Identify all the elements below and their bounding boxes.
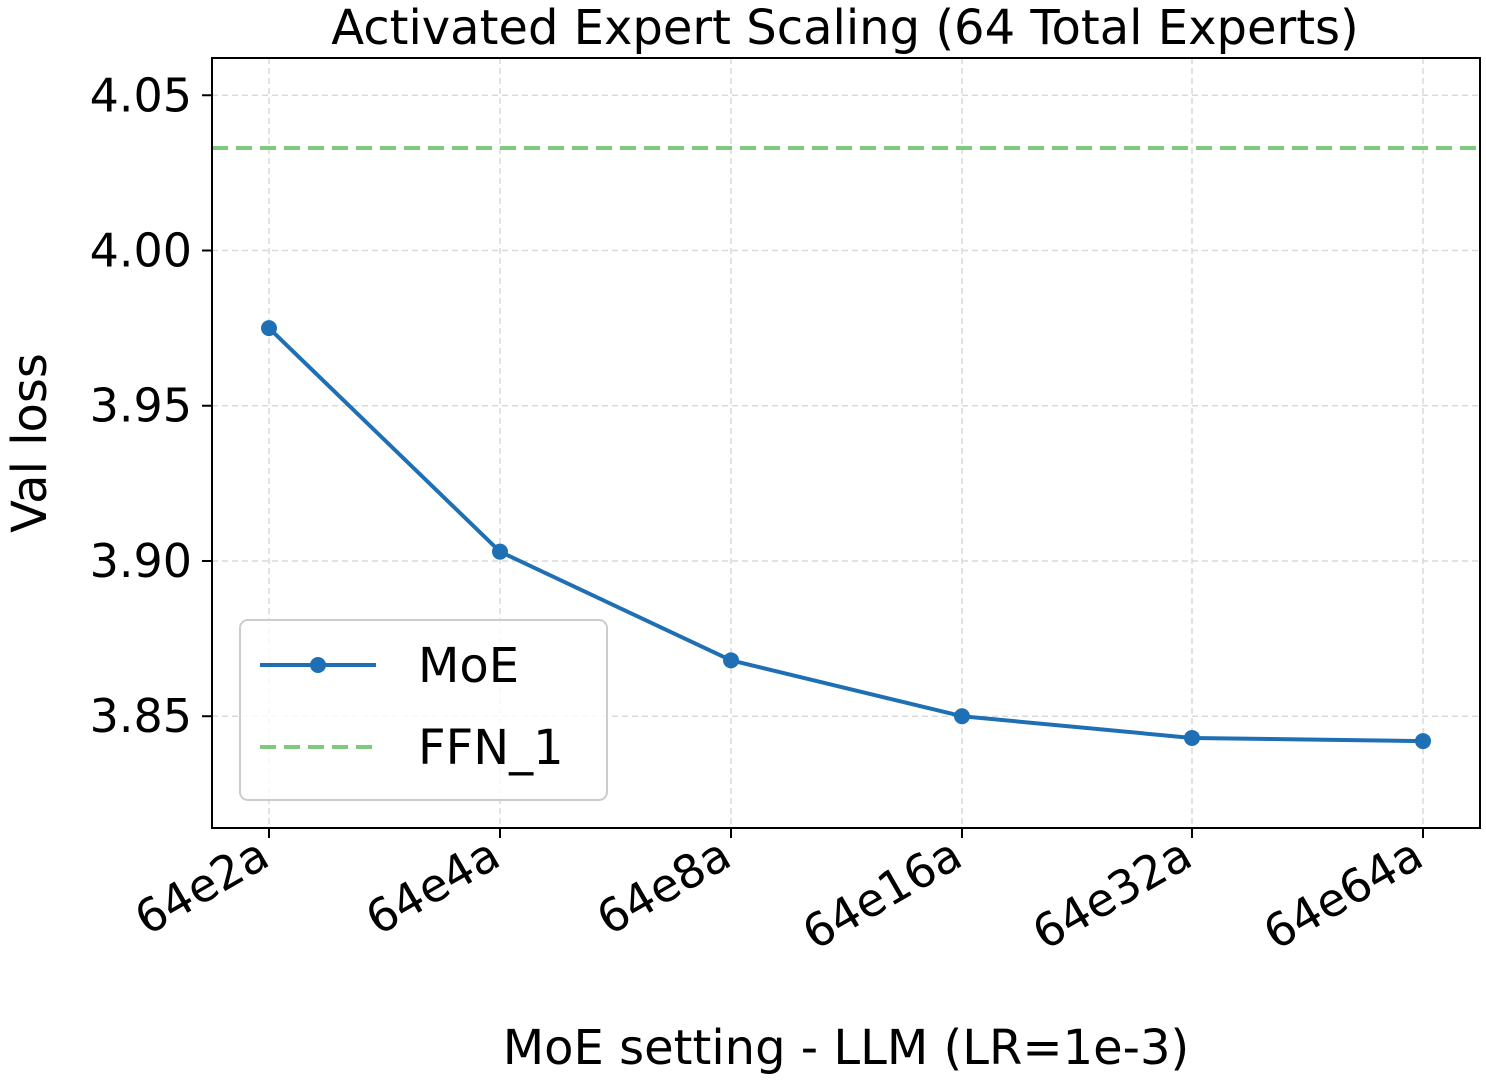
y-tick-label: 4.00 bbox=[90, 224, 192, 278]
y-axis-title: Val loss bbox=[2, 353, 58, 533]
y-axis-ticks: 4.05 4.00 3.95 3.90 3.85 bbox=[90, 68, 212, 743]
x-axis-title: MoE setting - LLM (LR=1e-3) bbox=[503, 1020, 1189, 1076]
legend-moe-marker bbox=[310, 657, 326, 673]
y-tick-label: 3.95 bbox=[90, 379, 192, 433]
data-point-moe bbox=[261, 320, 277, 337]
data-point-moe bbox=[492, 543, 508, 560]
y-tick-label: 3.85 bbox=[90, 689, 192, 743]
x-tick-label: 64e16a bbox=[793, 827, 970, 961]
series-line-moe bbox=[267, 326, 1424, 744]
x-tick-label: 64e32a bbox=[1023, 827, 1200, 961]
y-tick-label: 4.05 bbox=[90, 68, 192, 122]
x-tick-label: 64e4a bbox=[357, 827, 509, 946]
series-layer bbox=[261, 320, 1431, 750]
x-tick-label: 64e2a bbox=[126, 827, 278, 946]
chart-title: Activated Expert Scaling (64 Total Exper… bbox=[331, 0, 1359, 56]
x-tick-label: 64e8a bbox=[588, 827, 740, 946]
legend: MoE FFN_1 bbox=[239, 619, 608, 801]
data-point-moe bbox=[954, 708, 970, 725]
data-point-moe bbox=[1415, 733, 1431, 750]
legend-ffn-label: FFN_1 bbox=[418, 720, 564, 776]
data-point-moe bbox=[723, 652, 739, 669]
y-tick-label: 3.90 bbox=[90, 534, 192, 588]
x-tick-label: 64e64a bbox=[1254, 827, 1431, 961]
x-axis-ticks: 64e2a 64e4a 64e8a 64e16a 64e32a 64e64a bbox=[126, 827, 1432, 961]
data-point-moe bbox=[1184, 729, 1200, 746]
plot-area-frame bbox=[211, 57, 1481, 829]
legend-moe-label: MoE bbox=[418, 638, 519, 694]
